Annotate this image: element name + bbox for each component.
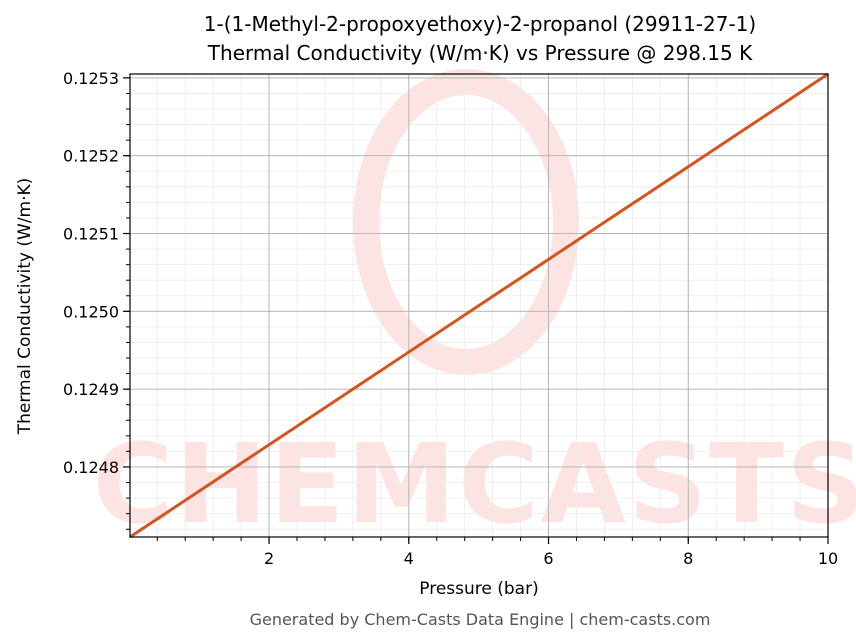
chart-title-line1: 1-(1-Methyl-2-propoxyethoxy)-2-propanol … bbox=[204, 12, 756, 36]
plot-area-frame bbox=[129, 73, 829, 538]
grid bbox=[130, 74, 829, 537]
y-tick-label: 0.1248 bbox=[63, 458, 119, 477]
watermark-text: CHEMCASTS bbox=[93, 420, 856, 548]
x-tick-label: 4 bbox=[404, 549, 414, 568]
y-tick-label: 0.1249 bbox=[63, 380, 119, 399]
x-tick-label: 8 bbox=[683, 549, 693, 568]
y-tick-label: 0.1250 bbox=[63, 302, 119, 321]
watermark: CHEMCASTS bbox=[93, 69, 856, 548]
series-layer bbox=[129, 72, 829, 539]
x-axis-label: Pressure (bar) bbox=[419, 579, 538, 599]
x-tick-label: 2 bbox=[264, 549, 274, 568]
y-tick-label: 0.1253 bbox=[63, 69, 119, 88]
x-tick-label: 6 bbox=[543, 549, 553, 568]
axis-ticks: 2 4 6 8 10 0.1248 0.1249 0.1250 0.1251 0.1252 0.12… bbox=[63, 69, 838, 568]
x-tick-label: 10 bbox=[818, 549, 838, 568]
series-line bbox=[129, 72, 829, 539]
y-tick-label: 0.1252 bbox=[63, 147, 119, 166]
footer-credit: Generated by Chem-Casts Data Engine | ch… bbox=[250, 610, 711, 629]
watermark-logo-icon bbox=[353, 69, 579, 375]
y-tick-label: 0.1251 bbox=[63, 225, 119, 244]
chart-title-line2: Thermal Conductivity (W/m·K) vs Pressure… bbox=[207, 41, 753, 65]
y-axis-label: Thermal Conductivity (W/m·K) bbox=[15, 178, 35, 436]
